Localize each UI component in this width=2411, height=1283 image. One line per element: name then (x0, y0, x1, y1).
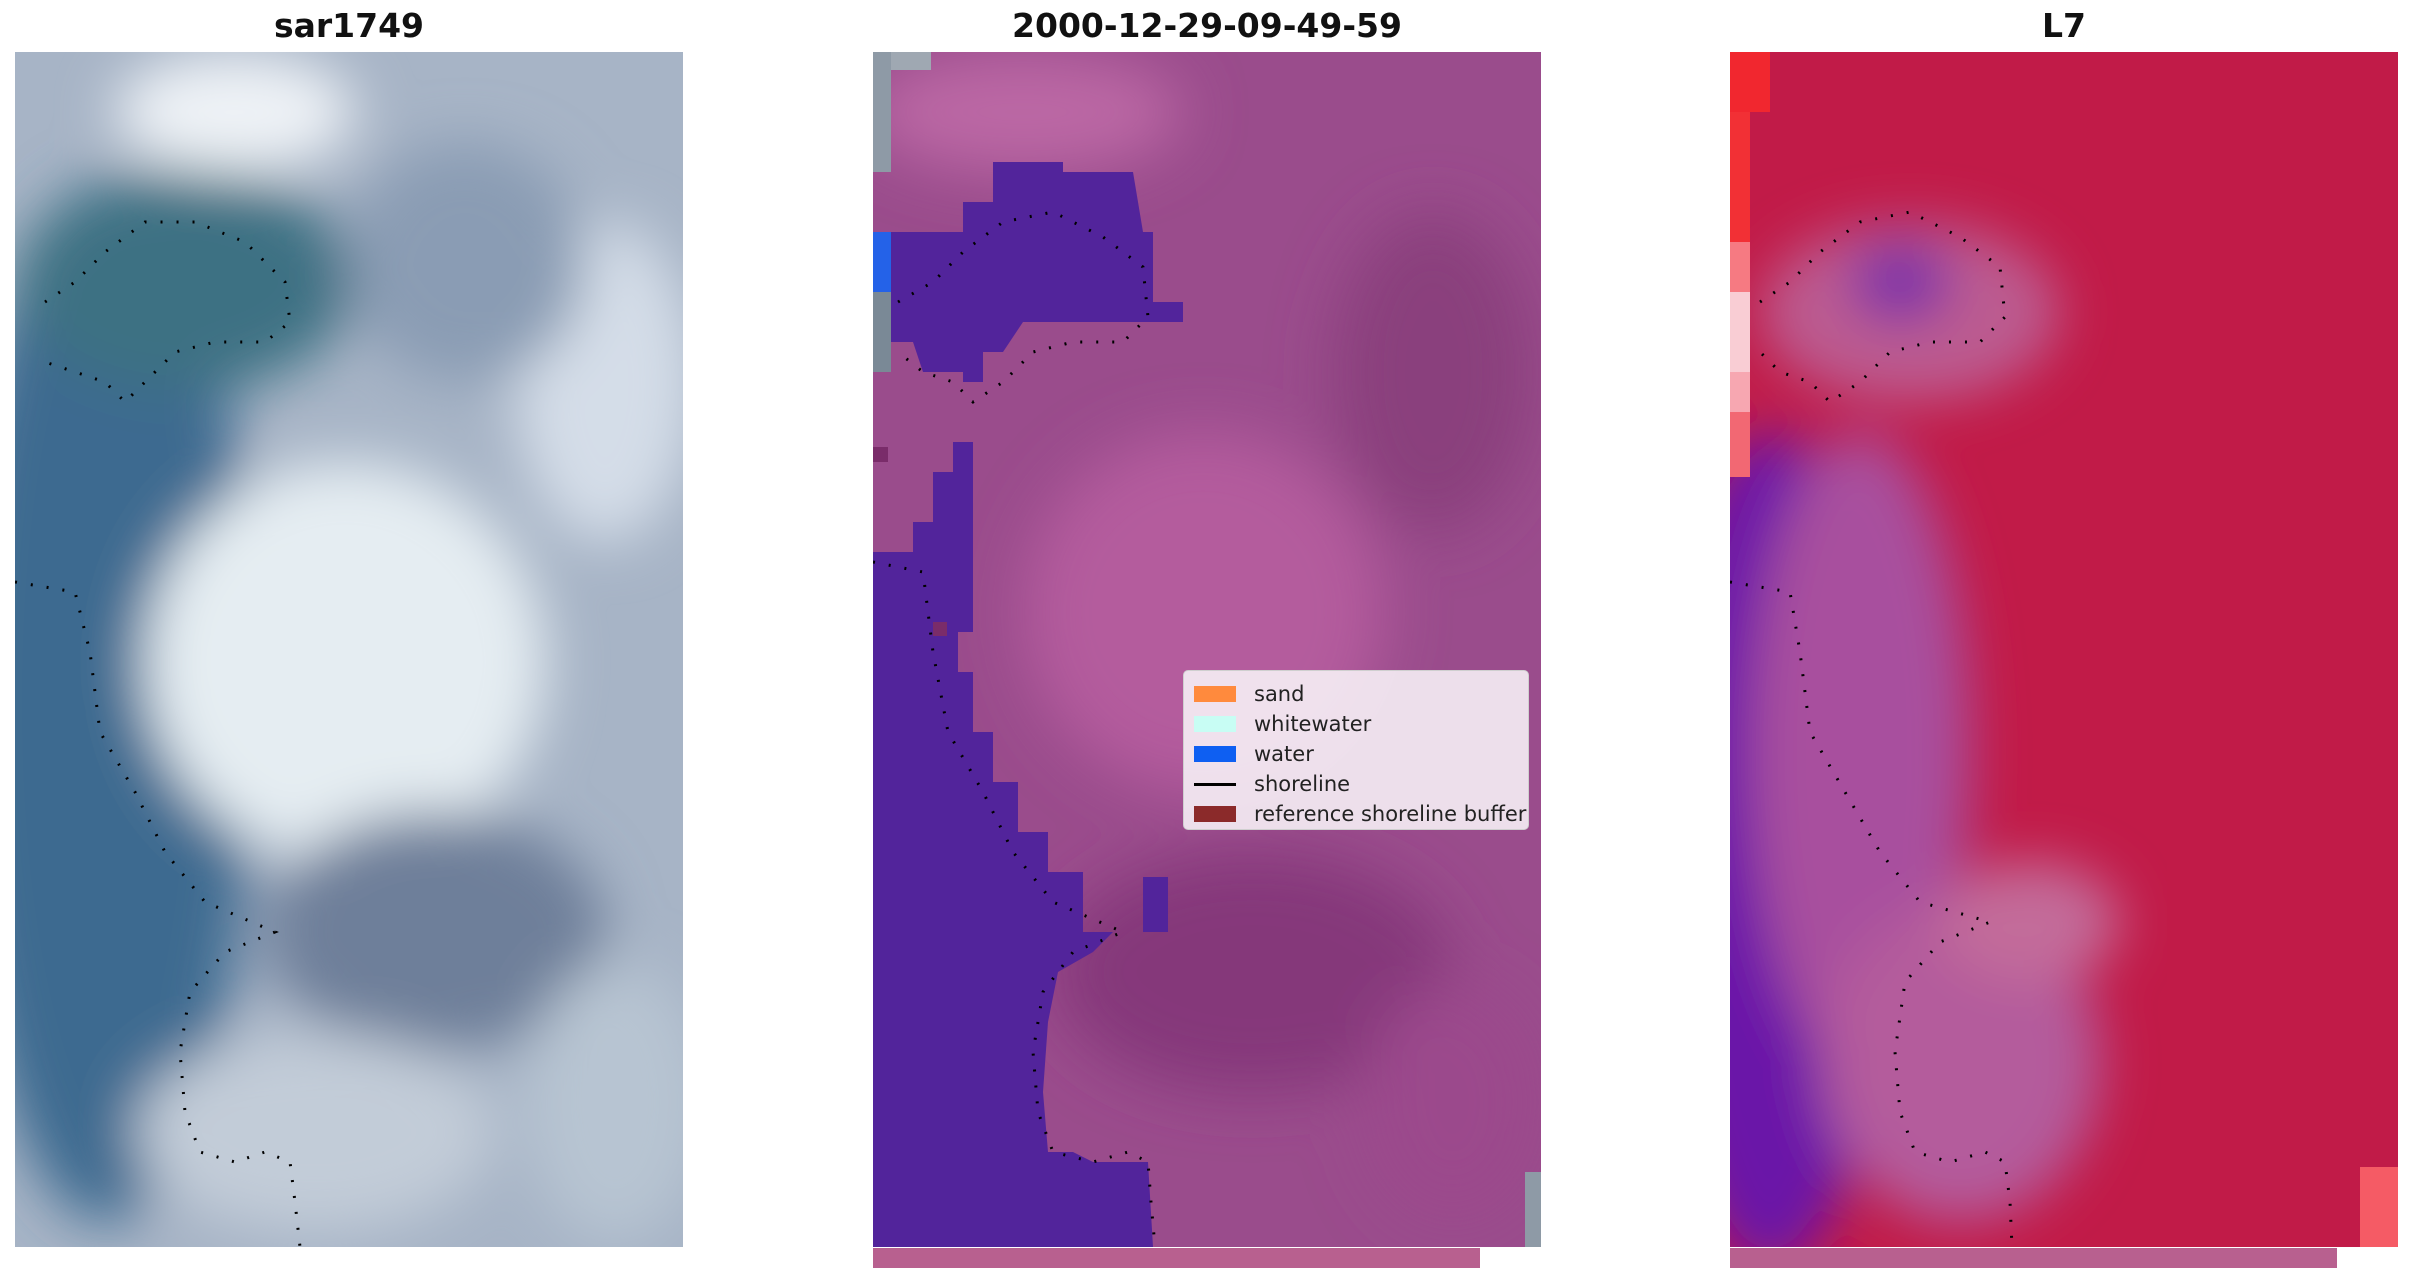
legend-item-sand: sand (1194, 679, 1518, 709)
reference-buffer-swatch (1194, 806, 1236, 822)
legend-item-reference-buffer: reference shoreline buffer (1194, 799, 1526, 829)
legend-label-whitewater: whitewater (1254, 712, 1372, 736)
shoreline-line-swatch (1194, 782, 1236, 786)
index-image-panel (1730, 52, 2398, 1247)
panel-title-classified: 2000-12-29-09-49-59 (1012, 6, 1402, 45)
classified-image (873, 52, 1541, 1247)
sand-swatch (1194, 686, 1236, 702)
legend-label-reference-buffer: reference shoreline buffer (1254, 802, 1527, 826)
shoreline-path-rgb (15, 220, 302, 1247)
shoreline-path-index (1730, 210, 2014, 1247)
index-image (1730, 52, 2398, 1247)
legend: sand whitewater water shoreline referenc… (1183, 670, 1529, 830)
classified-image-panel (873, 52, 1541, 1247)
water-swatch (1194, 746, 1236, 762)
rgb-satellite-image (15, 52, 683, 1247)
legend-item-whitewater: whitewater (1194, 709, 1518, 739)
legend-item-shoreline: shoreline (1194, 769, 1518, 799)
index-bottom-strip (1730, 1248, 2337, 1268)
water-class-lower (873, 442, 1168, 1247)
rgb-image-panel (15, 52, 683, 1247)
classified-bottom-strip (873, 1248, 1480, 1268)
panel-title-ndwi: L7 (2042, 6, 2086, 45)
legend-label-sand: sand (1254, 682, 1305, 706)
water-class-inlet (891, 162, 1183, 382)
legend-label-shoreline: shoreline (1254, 772, 1351, 796)
legend-label-water: water (1254, 742, 1314, 766)
whitewater-swatch (1194, 716, 1236, 732)
legend-item-water: water (1194, 739, 1518, 769)
panel-title-rgb: sar1749 (273, 6, 425, 45)
water-pixels (873, 232, 891, 292)
